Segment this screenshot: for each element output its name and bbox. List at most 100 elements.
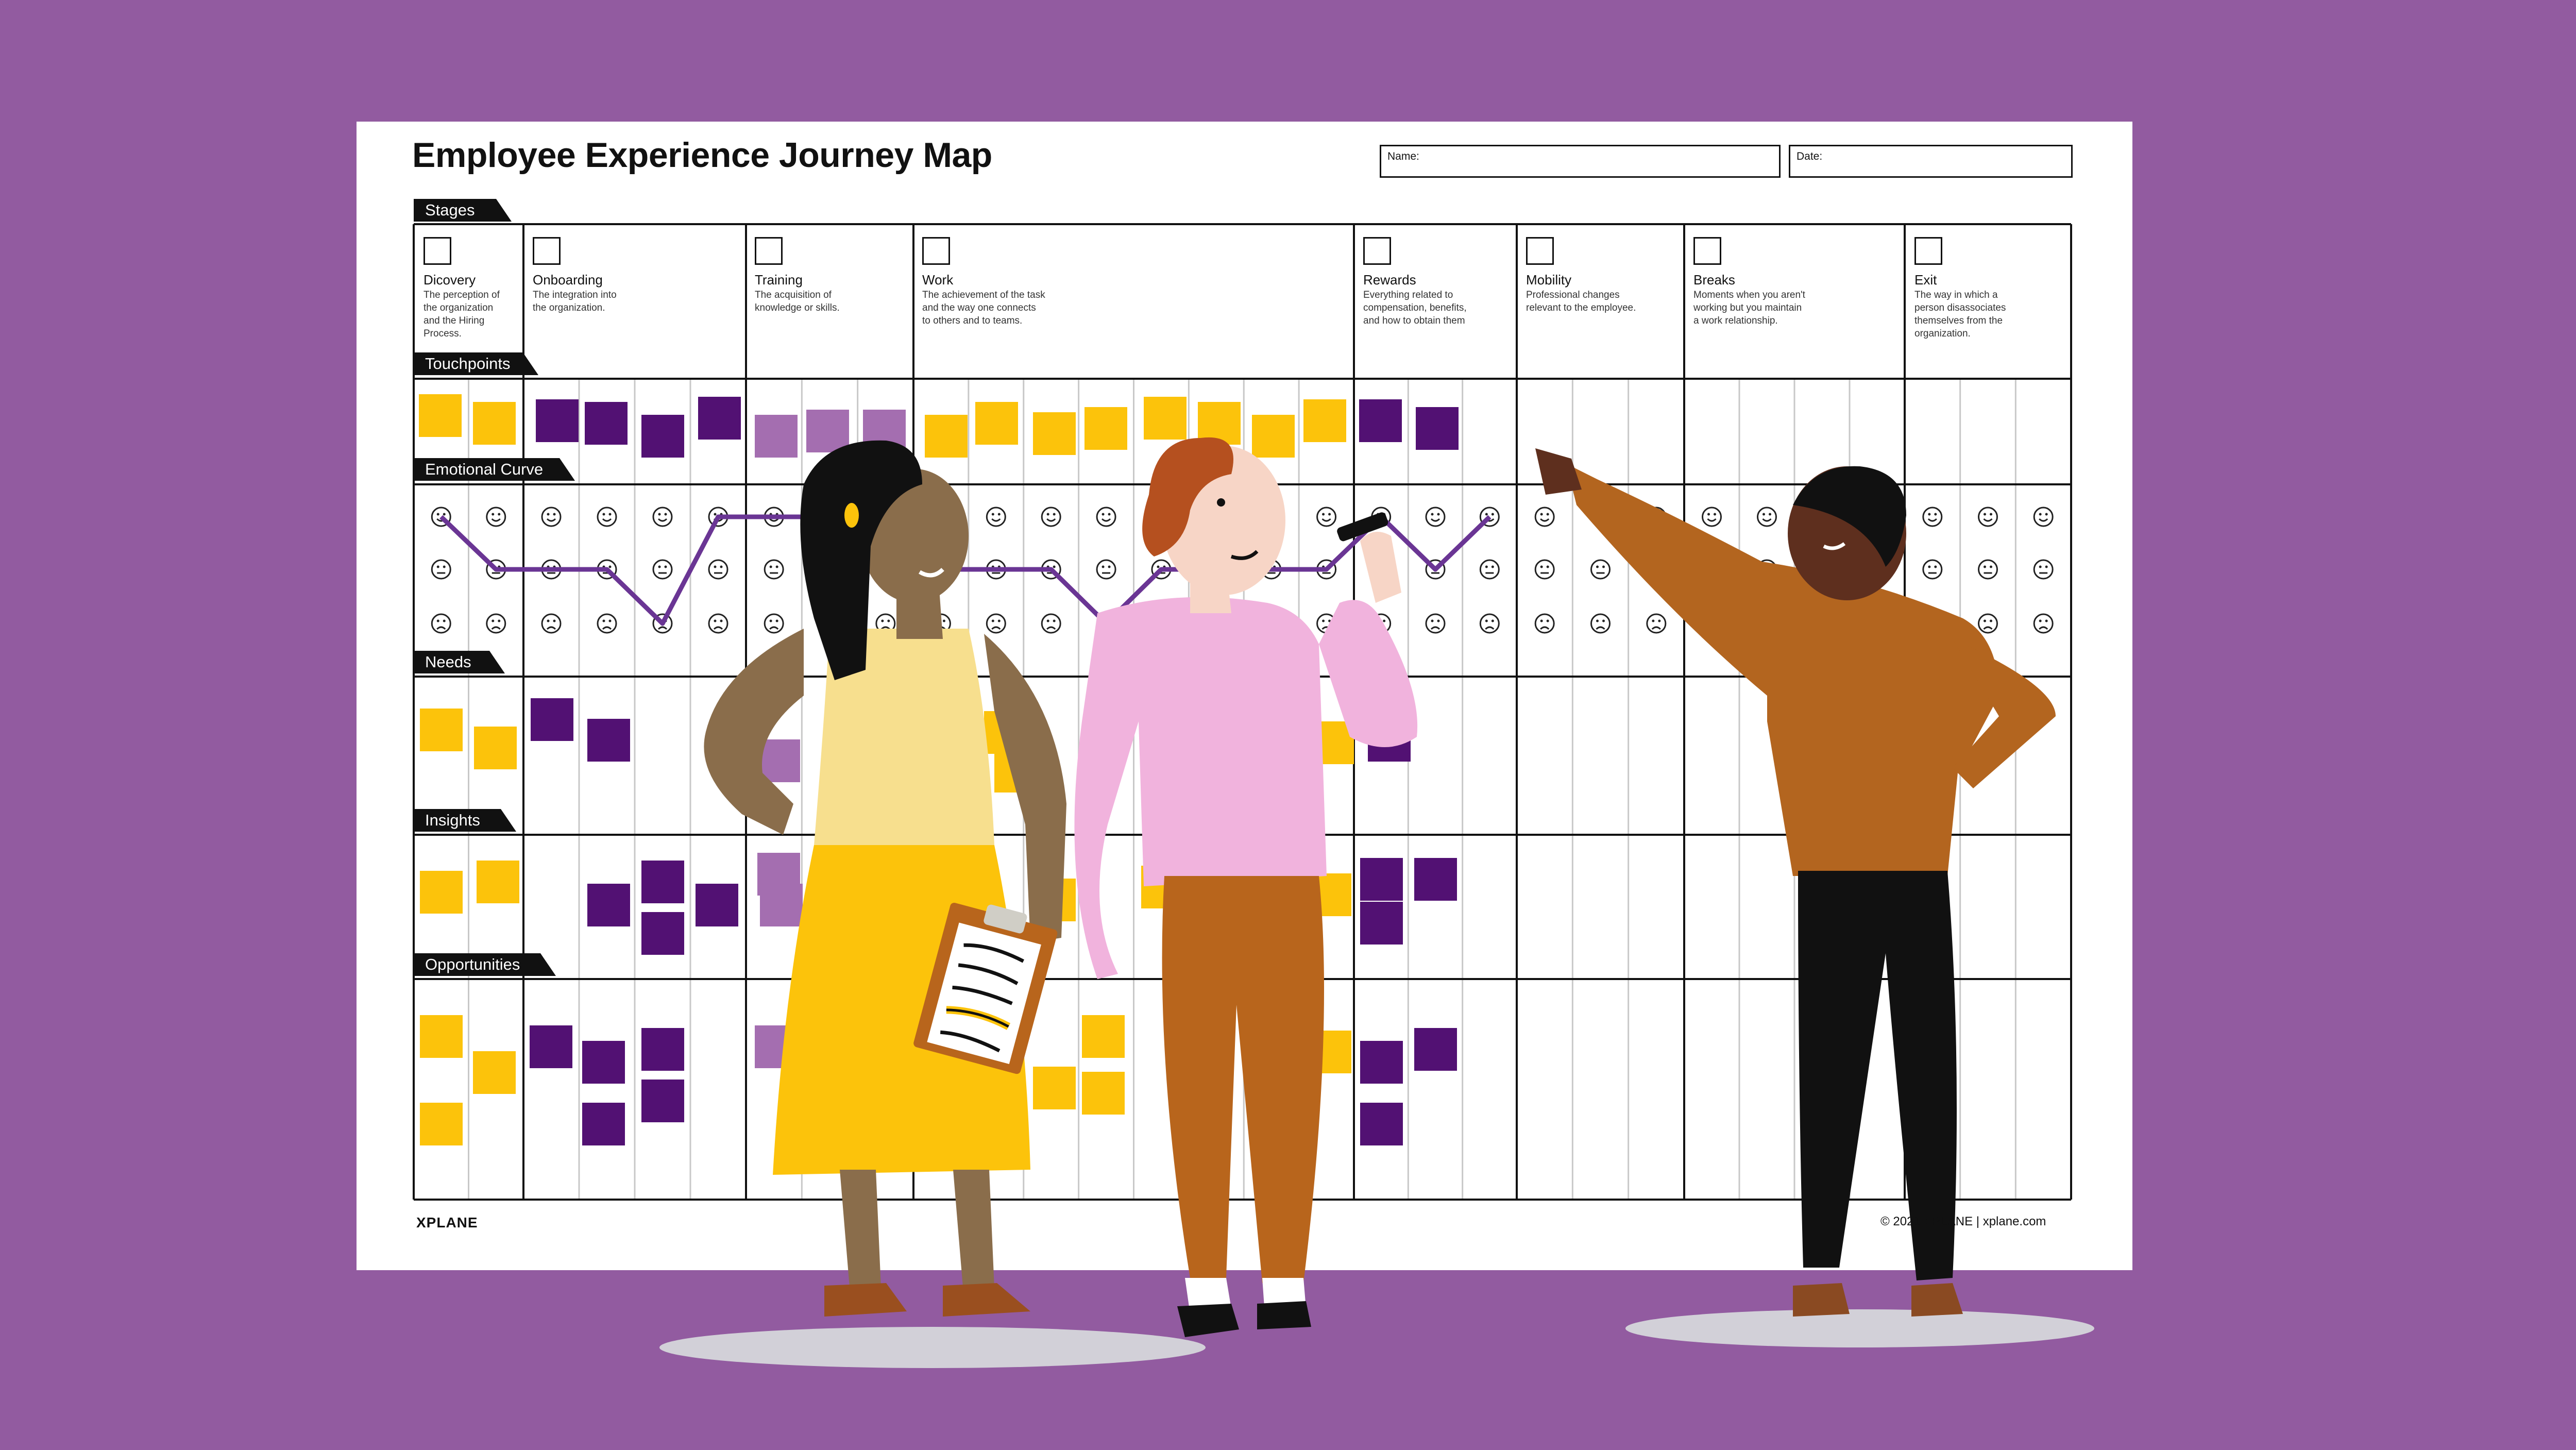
stage-desc: Everything related to compensation, benef… <box>1363 290 1467 326</box>
sticky-note <box>420 1103 463 1145</box>
stage-name: Work <box>922 272 954 288</box>
stage-name: Breaks <box>1693 272 1735 288</box>
happy-face-icon <box>1702 507 1722 527</box>
happy-face-icon <box>1922 507 1943 527</box>
sad-face-icon <box>597 613 617 634</box>
section-tag-emotional-curve: Emotional Curve <box>414 458 575 481</box>
sticky-note <box>474 727 517 769</box>
sticky-note <box>1414 1028 1457 1071</box>
stage-desc: Professional changes relevant to the empl… <box>1526 290 1636 313</box>
sticky-note <box>641 1080 684 1122</box>
sticky-note <box>1303 399 1346 442</box>
eye-icon <box>423 237 451 265</box>
sticky-note <box>641 1028 684 1071</box>
sticky-note <box>582 1041 625 1084</box>
sad-face-icon <box>1978 613 1998 634</box>
sticky-note <box>587 884 630 926</box>
neutral-face-icon <box>652 559 673 580</box>
sticky-note <box>473 402 516 445</box>
sticky-note <box>582 1103 625 1145</box>
happy-face-icon <box>1096 507 1116 527</box>
section-tag-needs: Needs <box>414 651 505 673</box>
happy-face-icon <box>2033 507 2054 527</box>
man-figure <box>1074 437 1418 1337</box>
enter-arrow-icon <box>533 237 561 265</box>
sad-face-icon <box>541 613 562 634</box>
sad-face-icon <box>986 613 1006 634</box>
sticky-note <box>1360 902 1403 945</box>
stage-desc: The way in which a person disassociates th… <box>1914 290 2006 339</box>
stage-name: Onboarding <box>533 272 603 288</box>
sticky-note <box>1360 858 1403 901</box>
sad-face-icon <box>1534 613 1555 634</box>
sad-face-icon <box>1041 613 1061 634</box>
sticky-note <box>1416 407 1459 450</box>
section-tag-insights: Insights <box>414 809 516 832</box>
xplane-logo: XPLANE <box>416 1215 478 1230</box>
neutral-face-icon <box>1922 559 1943 580</box>
pointing-man-figure <box>1535 448 2056 1317</box>
sticky-notes <box>419 394 1459 1145</box>
woman-figure <box>704 440 1066 1317</box>
sad-face-icon <box>764 613 784 634</box>
sticky-note <box>1414 858 1457 901</box>
graduation-cap-icon <box>755 237 783 265</box>
stage-desc: The acquisition of knowledge or skills. <box>755 290 840 313</box>
happy-face-icon <box>486 507 506 527</box>
page-title: Employee Experience Journey Map <box>412 136 992 175</box>
clipboard <box>913 902 1058 1074</box>
sticky-note <box>975 402 1018 445</box>
brackets-icon <box>1693 237 1721 265</box>
sticky-note <box>1082 1015 1125 1058</box>
stage-desc: The integration into the organization. <box>533 290 617 313</box>
sticky-note <box>641 912 684 955</box>
sticky-note <box>641 861 684 903</box>
happy-face-icon <box>1425 507 1446 527</box>
sticky-note <box>696 884 738 926</box>
sticky-note <box>420 1015 463 1058</box>
sad-face-icon <box>1646 613 1667 634</box>
happy-face-icon <box>597 507 617 527</box>
sticky-note <box>806 410 849 452</box>
stage-name: Mobility <box>1526 272 1572 288</box>
sticky-note <box>1252 415 1295 458</box>
neutral-face-icon <box>1534 559 1555 580</box>
sad-face-icon <box>708 613 728 634</box>
briefcase-icon <box>922 237 950 265</box>
sticky-note <box>587 719 630 762</box>
sad-face-icon <box>1425 613 1446 634</box>
sticky-note <box>755 415 798 458</box>
neutral-face-icon <box>708 559 728 580</box>
happy-face-icon <box>1041 507 1061 527</box>
sticky-note <box>1082 1072 1125 1115</box>
neutral-face-icon <box>1978 559 1998 580</box>
name-field[interactable]: Name: <box>1380 145 1781 178</box>
date-label: Date: <box>1797 150 1823 162</box>
sad-face-icon <box>486 613 506 634</box>
stage-name: Exit <box>1914 272 1937 288</box>
sticky-note <box>1359 399 1402 442</box>
stage-name: Dicovery <box>423 272 476 288</box>
sticky-note <box>1360 1041 1403 1084</box>
happy-face-icon <box>1534 507 1555 527</box>
stage-name: Training <box>755 272 803 288</box>
sad-face-icon <box>431 613 451 634</box>
stage-desc: The perception of the organization and the… <box>423 290 500 339</box>
name-label: Name: <box>1387 150 1419 162</box>
floor-shadow-right <box>1625 1309 2094 1347</box>
happy-face-icon <box>1316 507 1337 527</box>
stage-desc: Moments when you aren't working but you m… <box>1693 290 1805 326</box>
arrows-icon <box>1526 237 1554 265</box>
sticky-note <box>530 1025 572 1068</box>
sticky-note <box>531 698 573 741</box>
neutral-face-icon <box>2033 559 2054 580</box>
date-field[interactable]: Date: <box>1789 145 2073 178</box>
sticky-note <box>760 884 803 926</box>
sad-face-icon <box>1590 613 1611 634</box>
sad-face-icon <box>2033 613 2054 634</box>
floor-shadow-left <box>659 1327 1206 1368</box>
sticky-note <box>641 415 684 458</box>
sticky-note <box>585 402 628 445</box>
exit-arrow-icon <box>1914 237 1942 265</box>
